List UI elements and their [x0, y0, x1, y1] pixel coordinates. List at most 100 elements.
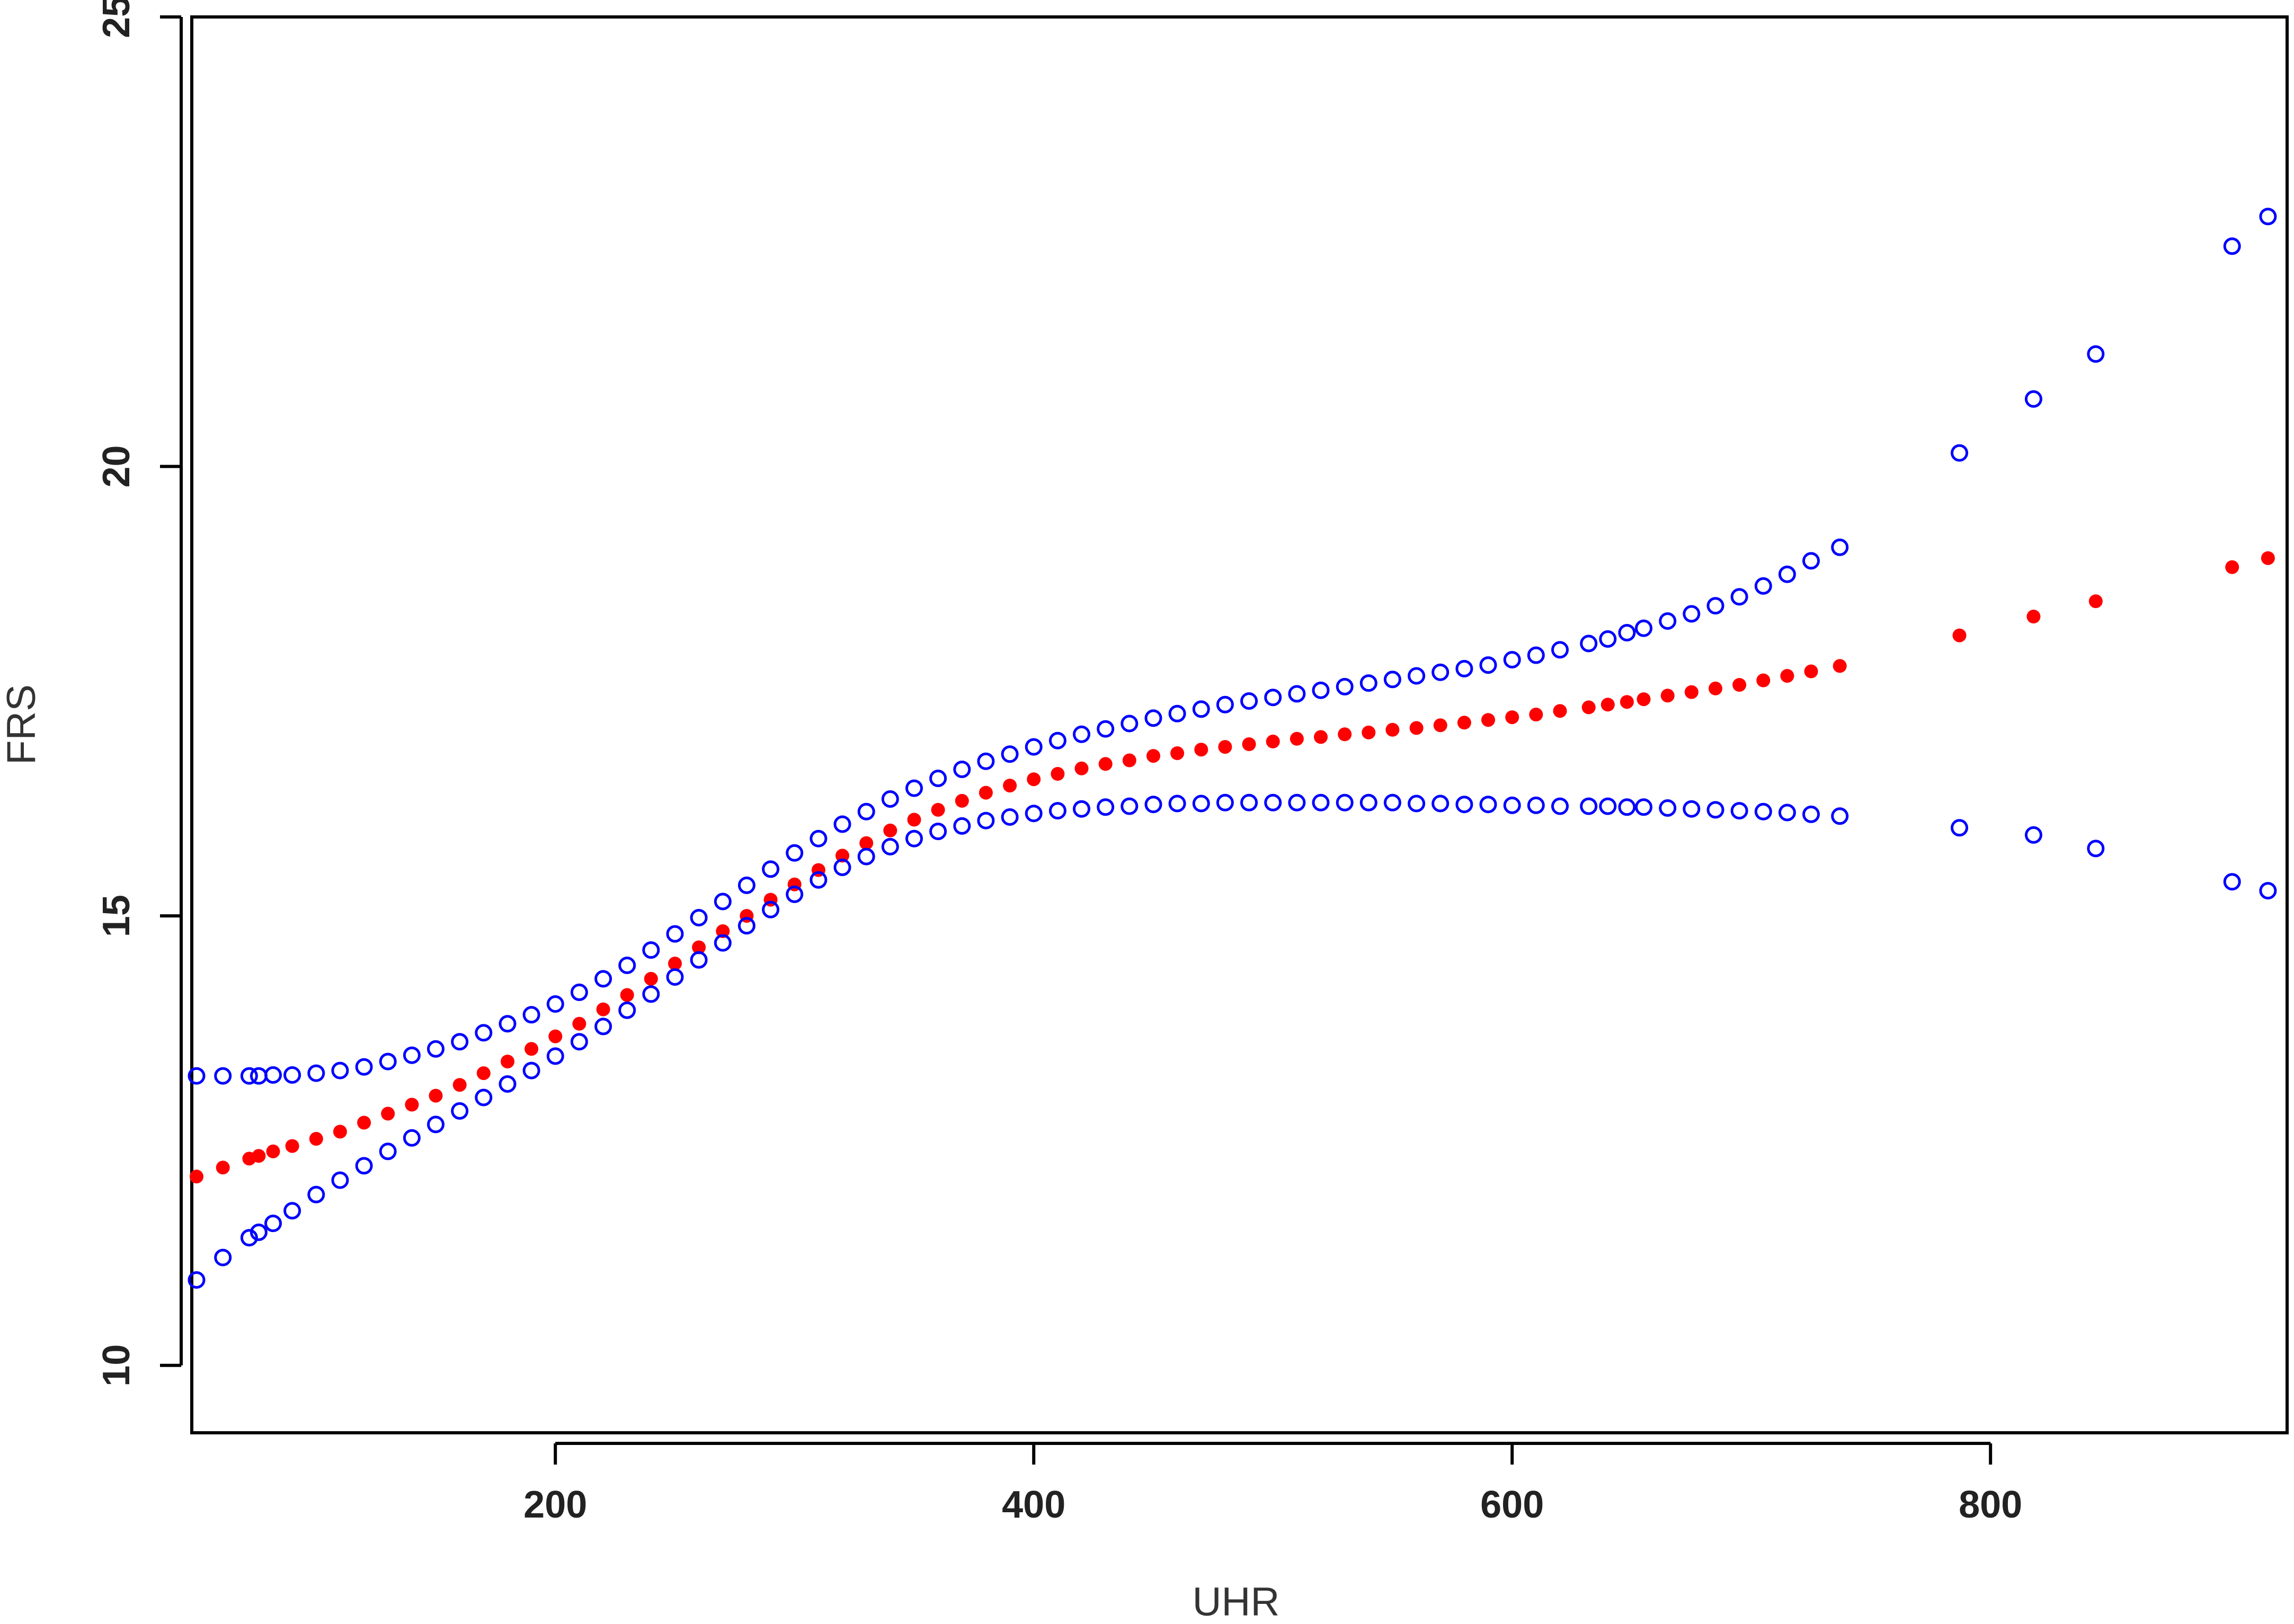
data-point [596, 1002, 610, 1016]
data-point [1952, 628, 1967, 643]
data-point [546, 1047, 564, 1065]
series-1 [190, 551, 2275, 1184]
data-point [1146, 749, 1160, 763]
data-point [1098, 757, 1113, 771]
data-point [1637, 692, 1651, 707]
data-point [1431, 663, 1450, 681]
y-tick-label: 10 [95, 1344, 138, 1387]
data-point [1290, 731, 1304, 746]
data-point [737, 876, 755, 894]
data-point [1754, 577, 1772, 595]
y-axis-title: FRS [0, 684, 44, 765]
data-point [977, 811, 995, 829]
data-point [594, 970, 612, 988]
data-point [1338, 727, 1352, 742]
data-point [714, 893, 732, 911]
data-point [931, 802, 945, 817]
data-point [953, 761, 971, 778]
data-point [905, 779, 923, 797]
data-point [905, 829, 923, 847]
data-point [548, 1029, 563, 1043]
data-point [977, 752, 995, 770]
data-point [618, 1001, 636, 1019]
data-point [264, 1066, 282, 1084]
data-point [283, 1202, 301, 1220]
data-point [881, 790, 899, 808]
data-point [1192, 700, 1210, 718]
data-point [1266, 734, 1280, 748]
data-point [188, 1067, 206, 1085]
data-point [1242, 737, 1256, 751]
data-point [1479, 656, 1497, 674]
data-point [929, 823, 947, 841]
data-point [859, 836, 874, 850]
data-point [1503, 796, 1521, 814]
data-point [1706, 801, 1724, 819]
data-point [1951, 819, 1968, 837]
data-point [835, 849, 849, 863]
data-point [1620, 695, 1634, 709]
data-point [786, 885, 804, 903]
data-point [403, 1046, 421, 1064]
data-point [833, 815, 851, 833]
data-point [762, 860, 780, 878]
data-point [307, 1185, 325, 1203]
data-point [1505, 710, 1519, 725]
data-point [250, 1224, 268, 1241]
data-point [668, 957, 682, 971]
data-point [1409, 721, 1424, 735]
data-point [618, 957, 636, 974]
data-point [307, 1064, 325, 1082]
data-point [499, 1075, 517, 1093]
data-point [240, 1067, 258, 1085]
data-point [1240, 692, 1258, 710]
data-point [1659, 799, 1677, 817]
data-point [1709, 681, 1722, 695]
data-point [1097, 798, 1115, 816]
data-point [1001, 808, 1019, 826]
data-point [1581, 700, 1596, 715]
x-tick-label: 400 [1002, 1484, 1065, 1526]
x-tick-label: 800 [1959, 1484, 2022, 1526]
data-point [214, 1248, 232, 1266]
data-point [2225, 560, 2239, 574]
data-point [1073, 800, 1090, 818]
data-point [2088, 594, 2103, 609]
data-point [1730, 802, 1748, 820]
data-point [979, 786, 993, 800]
data-point [522, 1006, 540, 1024]
data-point [1479, 796, 1497, 814]
data-point [309, 1132, 323, 1146]
data-point [762, 900, 780, 918]
data-point [1025, 805, 1043, 823]
data-point [451, 1033, 469, 1051]
data-point [1778, 565, 1796, 583]
data-point [1003, 779, 1017, 793]
data-point [1168, 704, 1186, 722]
data-point [1660, 689, 1675, 703]
data-point [522, 1061, 540, 1079]
y-tick-label: 25 [95, 0, 138, 38]
data-point [690, 951, 708, 969]
data-point [475, 1024, 493, 1042]
data-point [1481, 713, 1495, 727]
data-point [714, 934, 732, 952]
data-point [188, 1271, 206, 1289]
data-point [355, 1058, 373, 1076]
data-point [1073, 725, 1090, 743]
data-point [1730, 588, 1748, 606]
data-point [240, 1229, 258, 1247]
data-point [1754, 802, 1772, 820]
data-point [1048, 802, 1066, 820]
y-axis: 10 15 20 25 [95, 0, 183, 1387]
data-point [594, 1018, 612, 1036]
data-point [690, 909, 708, 926]
data-point [1048, 731, 1066, 749]
data-point [692, 940, 706, 954]
data-point [452, 1078, 467, 1092]
data-point [1659, 612, 1677, 630]
data-point [955, 793, 969, 808]
data-point [331, 1171, 349, 1189]
data-point [810, 871, 828, 889]
data-point [1312, 681, 1330, 699]
